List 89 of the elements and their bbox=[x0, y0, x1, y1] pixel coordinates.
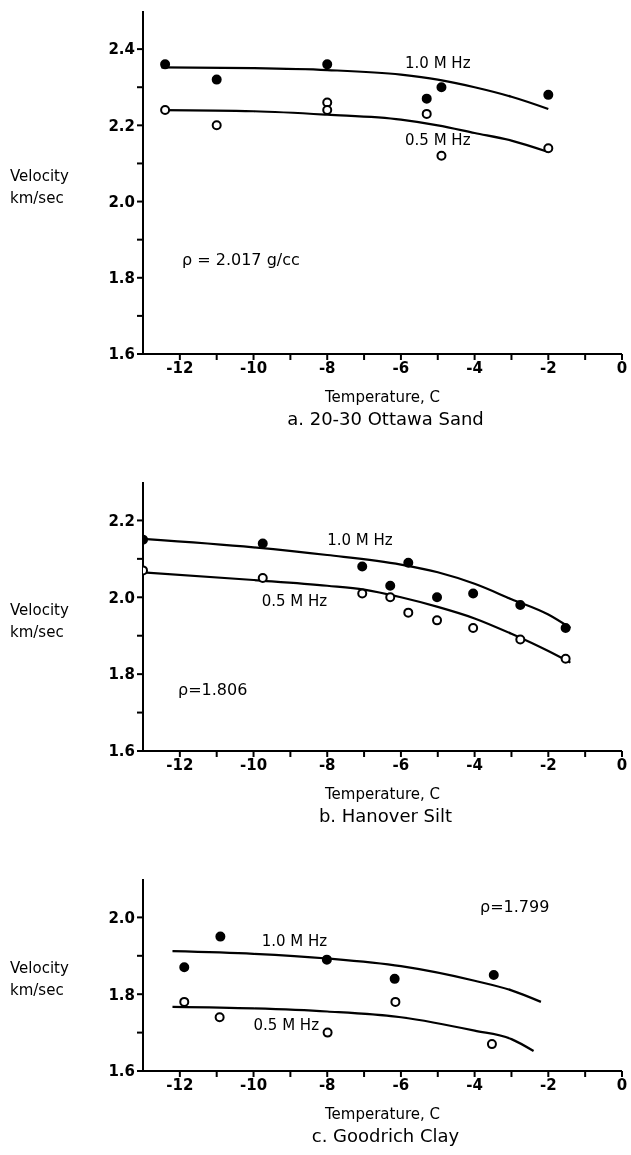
y-tick-label: 2.2 bbox=[108, 511, 135, 530]
point bbox=[179, 996, 190, 1007]
point bbox=[486, 1039, 497, 1050]
y-tick-label: 2.0 bbox=[108, 192, 135, 211]
point bbox=[468, 623, 479, 634]
point bbox=[322, 59, 333, 70]
x-axis-title: Temperature, C bbox=[323, 1105, 441, 1123]
y-tick-label: 2.0 bbox=[108, 588, 135, 607]
point bbox=[543, 89, 554, 100]
series-label: 0.5 M Hz bbox=[261, 591, 328, 610]
point bbox=[560, 653, 571, 664]
point bbox=[385, 592, 396, 603]
annotation: ρ=1.799 bbox=[480, 897, 550, 916]
annotation: ρ = 2.017 g/cc bbox=[182, 250, 300, 269]
point bbox=[211, 74, 222, 85]
point bbox=[432, 592, 443, 603]
x-axis-title: Temperature, C bbox=[323, 785, 441, 803]
y-axis-title: Velocity km/sec bbox=[10, 165, 69, 209]
y-tick-label: 2.0 bbox=[108, 908, 135, 927]
point bbox=[403, 607, 414, 618]
point bbox=[390, 996, 401, 1007]
point bbox=[389, 973, 400, 984]
point bbox=[160, 59, 171, 70]
x-tick-label: 0 bbox=[616, 358, 628, 377]
y-tick-label: 2.2 bbox=[108, 116, 135, 135]
x-tick-label: -12 bbox=[166, 755, 194, 774]
text: a. 20-30 Ottawa Sand bbox=[286, 408, 485, 431]
point bbox=[432, 615, 443, 626]
y-tick-label: 1.8 bbox=[108, 269, 135, 288]
x-tick-label: -6 bbox=[392, 358, 410, 377]
point bbox=[322, 1027, 333, 1038]
point bbox=[436, 82, 447, 93]
point bbox=[215, 931, 226, 942]
point bbox=[436, 150, 447, 161]
x-tick-label: -4 bbox=[466, 755, 483, 774]
x-tick-label: -4 bbox=[466, 358, 483, 377]
point bbox=[211, 120, 222, 131]
y-tick-label: 1.6 bbox=[108, 345, 135, 364]
series-label: 0.5 M Hz bbox=[253, 1016, 320, 1035]
point bbox=[515, 599, 526, 610]
point bbox=[560, 623, 571, 634]
x-tick-label: -10 bbox=[239, 358, 268, 377]
x-tick-label: -8 bbox=[318, 755, 336, 774]
point bbox=[179, 962, 190, 973]
series-label: 1.0 M Hz bbox=[261, 932, 328, 951]
x-tick-label: -12 bbox=[166, 358, 194, 377]
point bbox=[321, 954, 332, 965]
x-tick-label: -6 bbox=[392, 755, 410, 774]
point bbox=[488, 970, 499, 980]
point bbox=[214, 1012, 225, 1023]
point bbox=[543, 143, 554, 154]
point bbox=[421, 108, 432, 119]
y-axis-title: Velocity km/sec bbox=[10, 958, 69, 1001]
x-tick-label: -4 bbox=[466, 1075, 483, 1094]
x-tick-label: -8 bbox=[318, 358, 336, 377]
series-label: 1.0 M Hz bbox=[327, 531, 393, 550]
x-tick-label: -2 bbox=[539, 358, 557, 377]
x-tick-label: 0 bbox=[616, 1075, 628, 1094]
line-series bbox=[171, 950, 543, 1003]
point bbox=[257, 573, 268, 584]
x-axis-title: Temperature, C bbox=[323, 388, 441, 406]
x-tick-label: -8 bbox=[318, 1075, 336, 1094]
point bbox=[160, 105, 171, 116]
point bbox=[257, 538, 268, 549]
y-tick-label: 1.6 bbox=[108, 742, 135, 761]
x-tick-label: -2 bbox=[539, 1075, 557, 1094]
x-tick-label: -10 bbox=[239, 1075, 268, 1094]
y-tick-label: 1.8 bbox=[108, 665, 135, 684]
x-tick-label: -12 bbox=[166, 1075, 194, 1094]
point bbox=[357, 561, 368, 572]
x-tick-label: 0 bbox=[616, 755, 628, 774]
x-tick-label: -10 bbox=[239, 755, 268, 774]
point bbox=[403, 557, 414, 568]
x-tick-label: -6 bbox=[392, 1075, 410, 1094]
y-tick-label: 1.6 bbox=[108, 1062, 135, 1081]
y-axis-title: Velocity km/sec bbox=[10, 599, 69, 643]
point bbox=[385, 580, 396, 591]
y-tick-label: 2.4 bbox=[108, 40, 135, 59]
y-tick-label: 1.8 bbox=[108, 985, 135, 1004]
point bbox=[357, 588, 368, 599]
point bbox=[468, 588, 479, 599]
x-tick-label: -2 bbox=[539, 755, 557, 774]
text: b. Hanover Silt bbox=[317, 805, 454, 828]
point bbox=[515, 634, 526, 645]
text: c. Goodrich Clay bbox=[310, 1125, 461, 1148]
series-label: 0.5 M Hz bbox=[405, 131, 471, 150]
point bbox=[421, 93, 432, 104]
annotation: ρ=1.806 bbox=[178, 680, 248, 699]
series-label: 1.0 M Hz bbox=[405, 53, 471, 72]
